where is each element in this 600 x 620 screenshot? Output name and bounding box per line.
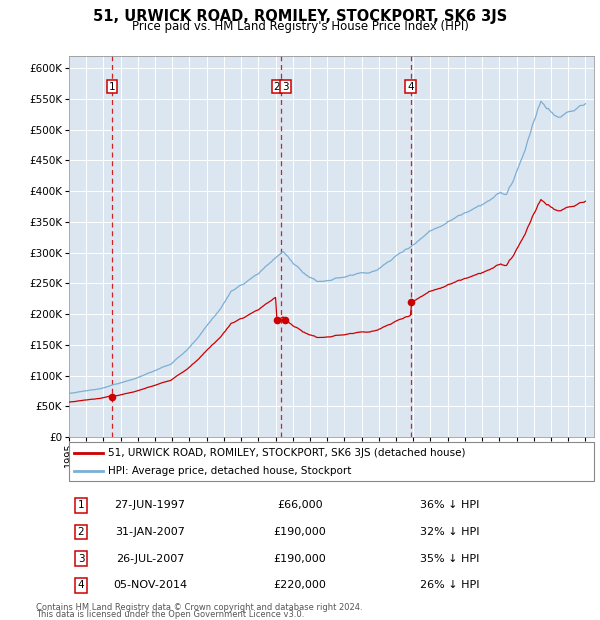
Text: 51, URWICK ROAD, ROMILEY, STOCKPORT, SK6 3JS: 51, URWICK ROAD, ROMILEY, STOCKPORT, SK6… <box>93 9 507 24</box>
Text: 2: 2 <box>274 82 280 92</box>
Text: Contains HM Land Registry data © Crown copyright and database right 2024.: Contains HM Land Registry data © Crown c… <box>36 603 362 612</box>
Text: £66,000: £66,000 <box>277 500 323 510</box>
Text: 26-JUL-2007: 26-JUL-2007 <box>116 554 184 564</box>
Text: This data is licensed under the Open Government Licence v3.0.: This data is licensed under the Open Gov… <box>36 609 304 619</box>
Text: 2: 2 <box>77 527 85 537</box>
Text: 4: 4 <box>77 580 85 590</box>
Text: 32% ↓ HPI: 32% ↓ HPI <box>420 527 480 537</box>
Text: 27-JUN-1997: 27-JUN-1997 <box>115 500 185 510</box>
Text: 26% ↓ HPI: 26% ↓ HPI <box>420 580 480 590</box>
Text: 36% ↓ HPI: 36% ↓ HPI <box>421 500 479 510</box>
Text: HPI: Average price, detached house, Stockport: HPI: Average price, detached house, Stoc… <box>109 466 352 476</box>
Text: £190,000: £190,000 <box>274 527 326 537</box>
Text: 05-NOV-2014: 05-NOV-2014 <box>113 580 187 590</box>
Text: 4: 4 <box>407 82 414 92</box>
Text: £220,000: £220,000 <box>274 580 326 590</box>
Text: £190,000: £190,000 <box>274 554 326 564</box>
Text: 35% ↓ HPI: 35% ↓ HPI <box>421 554 479 564</box>
Text: Price paid vs. HM Land Registry's House Price Index (HPI): Price paid vs. HM Land Registry's House … <box>131 20 469 33</box>
Text: 3: 3 <box>77 554 85 564</box>
Text: 31-JAN-2007: 31-JAN-2007 <box>115 527 185 537</box>
Text: 1: 1 <box>77 500 85 510</box>
Text: 1: 1 <box>109 82 115 92</box>
FancyBboxPatch shape <box>69 442 594 481</box>
Text: 3: 3 <box>282 82 289 92</box>
Text: 51, URWICK ROAD, ROMILEY, STOCKPORT, SK6 3JS (detached house): 51, URWICK ROAD, ROMILEY, STOCKPORT, SK6… <box>109 448 466 458</box>
